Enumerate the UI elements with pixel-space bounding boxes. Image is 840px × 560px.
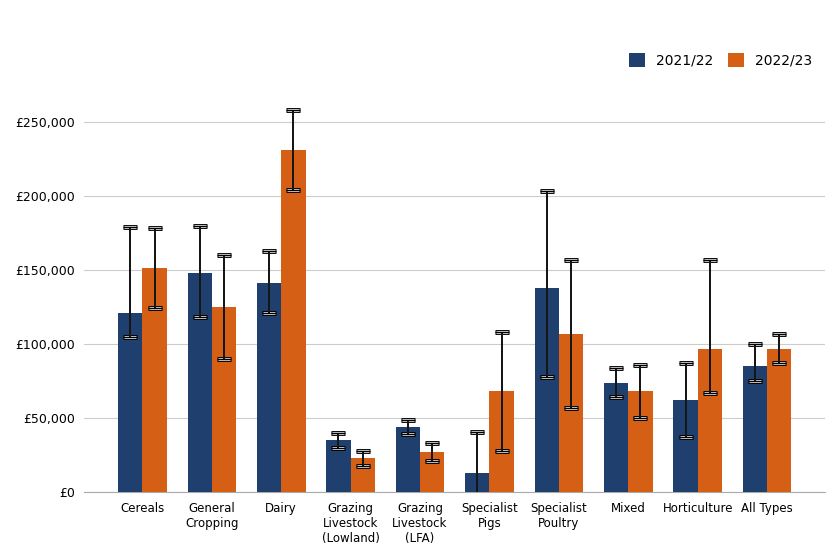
Bar <box>743 366 767 492</box>
Legend: 2021/22, 2022/23: 2021/22, 2022/23 <box>623 47 818 73</box>
Bar <box>628 391 653 492</box>
Bar <box>118 313 143 492</box>
Bar <box>350 458 375 492</box>
Bar <box>327 440 350 492</box>
Bar <box>396 427 420 492</box>
Bar <box>420 452 444 492</box>
Bar <box>698 348 722 492</box>
Bar <box>559 334 583 492</box>
Bar <box>143 268 166 492</box>
Bar <box>465 473 490 492</box>
Bar <box>212 307 236 492</box>
Bar <box>257 283 281 492</box>
Bar <box>674 400 698 492</box>
Bar <box>187 273 212 492</box>
Bar <box>281 150 306 492</box>
Bar <box>490 391 514 492</box>
Bar <box>534 288 559 492</box>
Bar <box>767 348 791 492</box>
Bar <box>604 382 628 492</box>
